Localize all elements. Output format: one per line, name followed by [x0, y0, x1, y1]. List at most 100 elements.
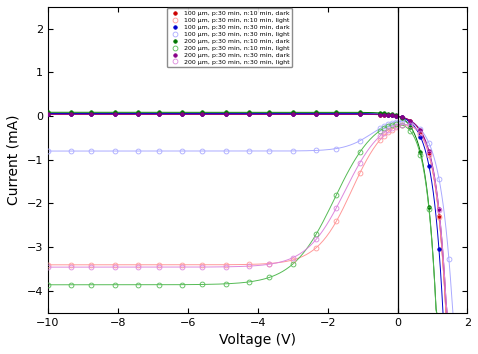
100 μm, p:30 min, n:30 min, dark [156, 112, 162, 116]
100 μm, p:30 min, n:30 min, light [377, 126, 383, 131]
200 μm, p:30 min, n:30 min, light [377, 134, 383, 138]
200 μm, p:30 min, n:30 min, dark [389, 113, 394, 118]
200 μm, p:30 min, n:10 min, light [436, 315, 442, 319]
200 μm, p:30 min, n:10 min, dark [399, 116, 405, 120]
100 μm, p:30 min, n:30 min, dark [246, 112, 252, 116]
100 μm, p:30 min, n:10 min, light [156, 263, 162, 267]
200 μm, p:30 min, n:30 min, dark [246, 112, 252, 116]
200 μm, p:30 min, n:30 min, light [357, 161, 363, 165]
200 μm, p:30 min, n:30 min, light [465, 315, 470, 319]
100 μm, p:30 min, n:10 min, dark [381, 113, 387, 117]
100 μm, p:30 min, n:30 min, light [88, 149, 94, 153]
Line: 200 μm, p:30 min, n:10 min, dark: 200 μm, p:30 min, n:10 min, dark [46, 110, 469, 319]
100 μm, p:30 min, n:30 min, light [408, 120, 413, 125]
100 μm, p:30 min, n:30 min, light [112, 149, 118, 153]
200 μm, p:30 min, n:10 min, dark [290, 110, 296, 114]
200 μm, p:30 min, n:30 min, dark [465, 315, 470, 319]
100 μm, p:30 min, n:30 min, light [426, 141, 432, 145]
100 μm, p:30 min, n:10 min, dark [399, 115, 405, 119]
100 μm, p:30 min, n:10 min, dark [426, 151, 432, 155]
Line: 200 μm, p:30 min, n:10 min, light: 200 μm, p:30 min, n:10 min, light [45, 122, 470, 319]
200 μm, p:30 min, n:10 min, dark [314, 110, 319, 114]
100 μm, p:30 min, n:30 min, light [381, 124, 387, 129]
200 μm, p:30 min, n:30 min, dark [290, 112, 296, 116]
100 μm, p:30 min, n:10 min, dark [408, 119, 413, 123]
100 μm, p:30 min, n:10 min, dark [393, 114, 399, 118]
200 μm, p:30 min, n:10 min, dark [223, 110, 228, 114]
200 μm, p:30 min, n:10 min, dark [156, 110, 162, 114]
200 μm, p:30 min, n:30 min, light [314, 237, 319, 241]
200 μm, p:30 min, n:30 min, light [45, 265, 51, 269]
100 μm, p:30 min, n:10 min, light [393, 125, 399, 130]
200 μm, p:30 min, n:10 min, light [385, 124, 391, 129]
200 μm, p:30 min, n:30 min, light [246, 264, 252, 268]
200 μm, p:30 min, n:10 min, light [179, 282, 185, 287]
200 μm, p:30 min, n:10 min, light [112, 282, 118, 287]
200 μm, p:30 min, n:10 min, dark [68, 110, 74, 114]
200 μm, p:30 min, n:10 min, light [223, 282, 228, 286]
100 μm, p:30 min, n:10 min, dark [290, 112, 296, 116]
100 μm, p:30 min, n:10 min, dark [246, 112, 252, 116]
200 μm, p:30 min, n:10 min, light [266, 275, 272, 280]
100 μm, p:30 min, n:30 min, light [223, 149, 228, 153]
100 μm, p:30 min, n:10 min, light [381, 134, 387, 138]
100 μm, p:30 min, n:10 min, light [357, 171, 363, 175]
100 μm, p:30 min, n:10 min, light [377, 138, 383, 142]
100 μm, p:30 min, n:30 min, light [465, 315, 470, 319]
100 μm, p:30 min, n:10 min, light [389, 127, 394, 132]
100 μm, p:30 min, n:10 min, dark [112, 112, 118, 116]
200 μm, p:30 min, n:30 min, dark [223, 112, 228, 116]
100 μm, p:30 min, n:30 min, light [393, 120, 399, 124]
200 μm, p:30 min, n:30 min, light [290, 256, 296, 260]
100 μm, p:30 min, n:30 min, light [45, 149, 51, 153]
100 μm, p:30 min, n:10 min, dark [45, 112, 51, 116]
200 μm, p:30 min, n:10 min, dark [389, 112, 394, 116]
100 μm, p:30 min, n:30 min, dark [266, 112, 272, 116]
100 μm, p:30 min, n:10 min, light [426, 153, 432, 157]
100 μm, p:30 min, n:30 min, light [389, 121, 394, 125]
100 μm, p:30 min, n:30 min, light [455, 315, 460, 319]
200 μm, p:30 min, n:30 min, light [385, 128, 391, 132]
200 μm, p:30 min, n:10 min, dark [417, 150, 423, 154]
100 μm, p:30 min, n:30 min, light [199, 149, 205, 153]
200 μm, p:30 min, n:30 min, light [68, 265, 74, 269]
200 μm, p:30 min, n:10 min, light [290, 262, 296, 266]
200 μm, p:30 min, n:30 min, light [223, 265, 228, 269]
100 μm, p:30 min, n:30 min, light [436, 176, 442, 181]
200 μm, p:30 min, n:10 min, light [417, 153, 423, 157]
200 μm, p:30 min, n:10 min, dark [112, 110, 118, 114]
200 μm, p:30 min, n:10 min, light [381, 126, 387, 131]
200 μm, p:30 min, n:10 min, light [408, 129, 413, 133]
Line: 100 μm, p:30 min, n:30 min, light: 100 μm, p:30 min, n:30 min, light [45, 119, 470, 319]
100 μm, p:30 min, n:10 min, dark [465, 315, 470, 319]
200 μm, p:30 min, n:10 min, dark [377, 111, 383, 115]
100 μm, p:30 min, n:10 min, dark [179, 112, 185, 116]
100 μm, p:30 min, n:10 min, light [290, 258, 296, 262]
100 μm, p:30 min, n:30 min, dark [112, 112, 118, 116]
200 μm, p:30 min, n:10 min, light [199, 282, 205, 287]
200 μm, p:30 min, n:30 min, dark [314, 112, 319, 116]
200 μm, p:30 min, n:10 min, dark [88, 110, 94, 114]
Line: 100 μm, p:30 min, n:10 min, light: 100 μm, p:30 min, n:10 min, light [45, 123, 470, 319]
100 μm, p:30 min, n:30 min, light [266, 149, 272, 153]
200 μm, p:30 min, n:30 min, dark [88, 112, 94, 116]
100 μm, p:30 min, n:10 min, dark [68, 112, 74, 116]
100 μm, p:30 min, n:10 min, light [266, 261, 272, 266]
200 μm, p:30 min, n:30 min, dark [199, 112, 205, 116]
Y-axis label: Current (mA): Current (mA) [7, 115, 21, 205]
200 μm, p:30 min, n:30 min, light [446, 315, 452, 319]
100 μm, p:30 min, n:30 min, light [446, 257, 452, 262]
200 μm, p:30 min, n:30 min, light [88, 265, 94, 269]
200 μm, p:30 min, n:10 min, light [426, 207, 432, 211]
200 μm, p:30 min, n:30 min, light [399, 122, 405, 127]
100 μm, p:30 min, n:30 min, light [68, 149, 74, 153]
Line: 200 μm, p:30 min, n:30 min, light: 200 μm, p:30 min, n:30 min, light [45, 122, 470, 319]
Line: 100 μm, p:30 min, n:30 min, dark: 100 μm, p:30 min, n:30 min, dark [46, 112, 469, 319]
100 μm, p:30 min, n:10 min, light [436, 215, 442, 219]
100 μm, p:30 min, n:30 min, light [314, 148, 319, 153]
200 μm, p:30 min, n:10 min, dark [455, 315, 460, 319]
100 μm, p:30 min, n:30 min, dark [45, 112, 51, 116]
100 μm, p:30 min, n:10 min, dark [357, 112, 363, 116]
100 μm, p:30 min, n:30 min, dark [436, 247, 442, 251]
200 μm, p:30 min, n:30 min, dark [381, 113, 387, 117]
